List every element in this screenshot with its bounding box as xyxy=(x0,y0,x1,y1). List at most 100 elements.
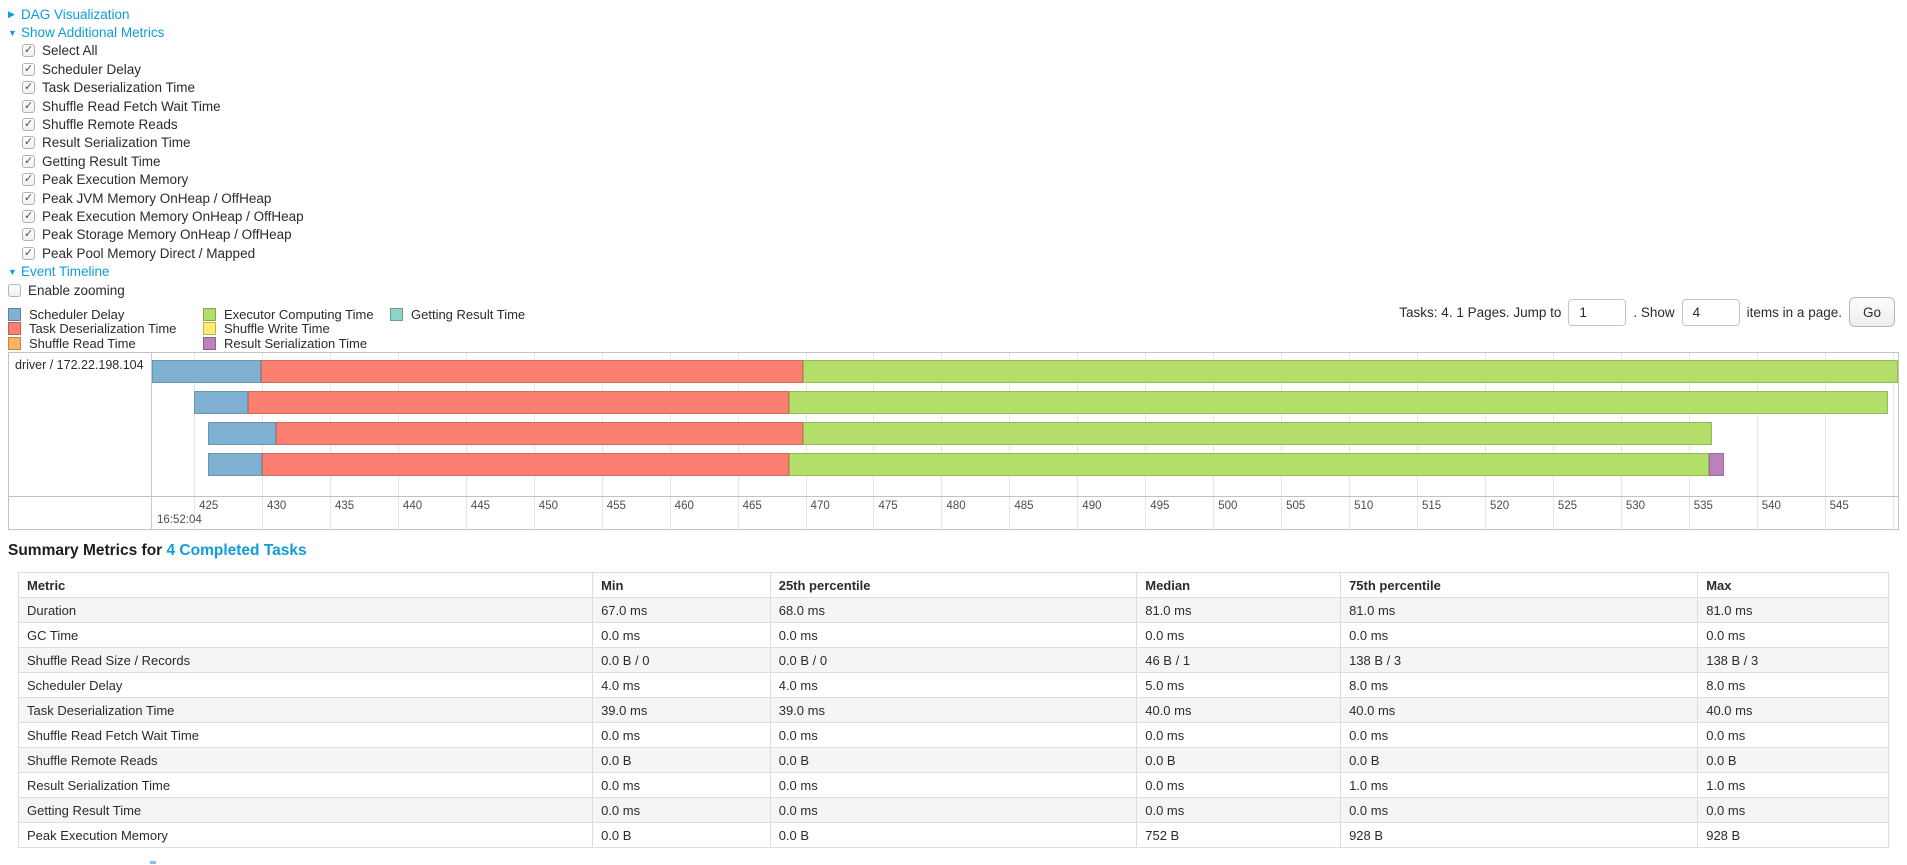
section-label: Show Additional Metrics xyxy=(21,25,165,41)
task-segment-scheduler_delay[interactable] xyxy=(152,360,261,383)
metric-value-cell: 39.0 ms xyxy=(769,697,1138,723)
task-bar[interactable] xyxy=(152,360,1898,383)
task-segment-result_serialization[interactable] xyxy=(1709,453,1725,476)
metric-checkbox-row[interactable]: Getting Result Time xyxy=(8,152,304,170)
metric-checkbox-row[interactable]: Select All xyxy=(8,42,304,60)
metric-name-cell: Getting Result Time xyxy=(17,797,594,823)
task-segment-scheduler_delay[interactable] xyxy=(207,453,263,476)
enable-zooming-label: Enable zooming xyxy=(28,282,125,298)
items-per-page-input[interactable] xyxy=(1681,298,1740,326)
legend-label: Scheduler Delay xyxy=(29,306,125,322)
metric-checkbox[interactable] xyxy=(22,209,35,223)
section-dag-visualization[interactable]: ▶ DAG Visualization xyxy=(8,5,304,23)
enable-zooming-checkbox[interactable] xyxy=(8,283,21,297)
task-segment-task_deserialization[interactable] xyxy=(275,422,803,445)
metric-checkbox[interactable] xyxy=(22,246,35,260)
legend-swatch-icon xyxy=(203,336,216,350)
task-segment-scheduler_delay[interactable] xyxy=(194,391,249,414)
metric-checkbox[interactable] xyxy=(22,135,35,150)
metric-name-cell: Shuffle Read Fetch Wait Time xyxy=(17,722,594,748)
axis-tick-label: 525 xyxy=(1557,500,1578,512)
metric-value-cell: 39.0 ms xyxy=(592,697,771,723)
task-segment-task_deserialization[interactable] xyxy=(248,391,790,414)
task-bar[interactable] xyxy=(152,453,1898,476)
pagination-suffix-text: items in a page. xyxy=(1746,304,1842,320)
task-bar[interactable] xyxy=(152,391,1898,414)
pagination-summary-text: Tasks: 4. 1 Pages. Jump to xyxy=(1399,304,1562,320)
metric-checkbox-row[interactable]: Result Serialization Time xyxy=(8,134,304,152)
metric-value-cell: 0.0 ms xyxy=(1136,722,1342,748)
task-segment-executor_computing[interactable] xyxy=(789,453,1710,476)
go-button[interactable]: Go xyxy=(1848,297,1895,327)
task-segment-task_deserialization[interactable] xyxy=(260,360,803,383)
jump-to-page-input[interactable] xyxy=(1568,298,1627,326)
legend-item-scheduler_delay: Scheduler Delay xyxy=(8,307,176,322)
metric-checkbox[interactable] xyxy=(22,191,35,205)
metric-checkbox[interactable] xyxy=(22,62,35,76)
collapse-arrow-right-icon: ▶ xyxy=(8,8,15,19)
completed-tasks-link[interactable]: 4 Completed Tasks xyxy=(166,542,307,559)
summary-table-row: Task Deserialization Time 39.0 ms 39.0 ms 4… xyxy=(17,697,1889,723)
metric-checkbox-label: Result Serialization Time xyxy=(42,135,191,151)
metric-value-cell: 0.0 ms xyxy=(592,797,771,823)
metric-checkbox-row[interactable]: Peak Execution Memory OnHeap / OffHeap xyxy=(8,207,304,225)
summary-table-row: Shuffle Read Fetch Wait Time 0.0 ms 0.0 ms… xyxy=(17,722,1889,748)
summary-table-row: Shuffle Remote Reads 0.0 B 0.0 B 0.0 B 0.0 B… xyxy=(17,747,1889,773)
axis-tick-label: 470 xyxy=(810,500,830,512)
metric-checkbox-row[interactable]: Peak Pool Memory Direct / Mapped xyxy=(8,244,304,262)
metric-name-cell: Shuffle Read Size / Records xyxy=(17,647,594,673)
summary-title-text: Summary Metrics for xyxy=(8,542,167,559)
section-event-timeline[interactable]: ▼ Event Timeline xyxy=(8,262,304,280)
metric-checkbox-row[interactable]: Scheduler Delay xyxy=(8,60,304,78)
metric-value-cell: 1.0 ms xyxy=(1697,772,1889,798)
task-bar[interactable] xyxy=(152,422,1898,445)
axis-tick-label: 495 xyxy=(1150,500,1170,512)
task-segment-executor_computing[interactable] xyxy=(802,422,1712,445)
metric-value-cell: 1.0 ms xyxy=(1340,772,1699,798)
legend-column: Scheduler Delay Task Deserialization Time… xyxy=(8,307,176,351)
metric-checkbox[interactable] xyxy=(22,117,35,132)
task-pagination: Tasks: 4. 1 Pages. Jump to . Show items … xyxy=(1399,296,1895,328)
legend-item-shuffle_read: Shuffle Read Time xyxy=(8,336,176,351)
metric-checkbox-row[interactable]: Peak JVM Memory OnHeap / OffHeap xyxy=(8,189,304,207)
axis-tick-label: 445 xyxy=(470,500,491,512)
legend-item-shuffle_write: Shuffle Write Time xyxy=(203,321,374,337)
task-segment-scheduler_delay[interactable] xyxy=(207,422,276,445)
axis-tick-label: 540 xyxy=(1761,500,1781,512)
timeline-group-cell: driver / 172.22.198.104 xyxy=(9,353,152,529)
summary-table-row: Duration 67.0 ms 68.0 ms 81.0 ms 81.0 ms 81.0… xyxy=(17,597,1889,623)
metric-checkbox-row[interactable]: Peak Execution Memory xyxy=(8,171,304,189)
metric-checkbox-row[interactable]: Peak Storage Memory OnHeap / OffHeap xyxy=(8,226,304,244)
metric-checkbox-label: Shuffle Read Fetch Wait Time xyxy=(42,98,221,114)
metric-value-cell: 81.0 ms xyxy=(1340,597,1699,623)
legend-label: Shuffle Write Time xyxy=(224,321,330,337)
metric-value-cell: 0.0 B xyxy=(1340,747,1699,773)
metric-value-cell: 138 B / 3 xyxy=(1697,647,1889,673)
task-segment-executor_computing[interactable] xyxy=(789,391,1889,414)
metric-checkbox-row[interactable]: Task Deserialization Time xyxy=(8,79,304,97)
axis-tick-label: 505 xyxy=(1286,500,1306,512)
task-segment-task_deserialization[interactable] xyxy=(262,453,790,476)
metric-checkbox[interactable] xyxy=(22,99,35,113)
metric-checkbox[interactable] xyxy=(22,227,35,242)
metric-checkbox[interactable] xyxy=(22,154,35,168)
metric-checkbox[interactable] xyxy=(22,43,35,58)
metric-checkbox[interactable] xyxy=(22,80,35,95)
legend-swatch-icon xyxy=(203,307,216,321)
legend-swatch-icon xyxy=(8,307,21,321)
legend-label: Executor Computing Time xyxy=(224,306,374,322)
summary-table-row: Result Serialization Time 0.0 ms 0.0 ms 0.0… xyxy=(17,772,1889,798)
section-show-additional-metrics[interactable]: ▼ Show Additional Metrics xyxy=(8,23,304,41)
metric-checkbox-row[interactable]: Shuffle Remote Reads xyxy=(8,115,304,133)
metric-value-cell: 0.0 ms xyxy=(1697,622,1889,648)
metric-checkbox-label: Select All xyxy=(42,43,98,59)
legend-label: Result Serialization Time xyxy=(224,335,368,351)
axis-tick-label: 515 xyxy=(1422,500,1442,512)
enable-zooming-checkbox-row[interactable]: Enable zooming xyxy=(8,281,304,299)
task-segment-executor_computing[interactable] xyxy=(802,360,1898,383)
metric-checkbox[interactable] xyxy=(22,172,35,187)
metric-name-cell: Scheduler Delay xyxy=(17,672,594,698)
metric-value-cell: 0.0 ms xyxy=(1340,722,1699,748)
metric-checkbox-row[interactable]: Shuffle Read Fetch Wait Time xyxy=(8,97,304,115)
legend-label: Task Deserialization Time xyxy=(29,321,177,337)
